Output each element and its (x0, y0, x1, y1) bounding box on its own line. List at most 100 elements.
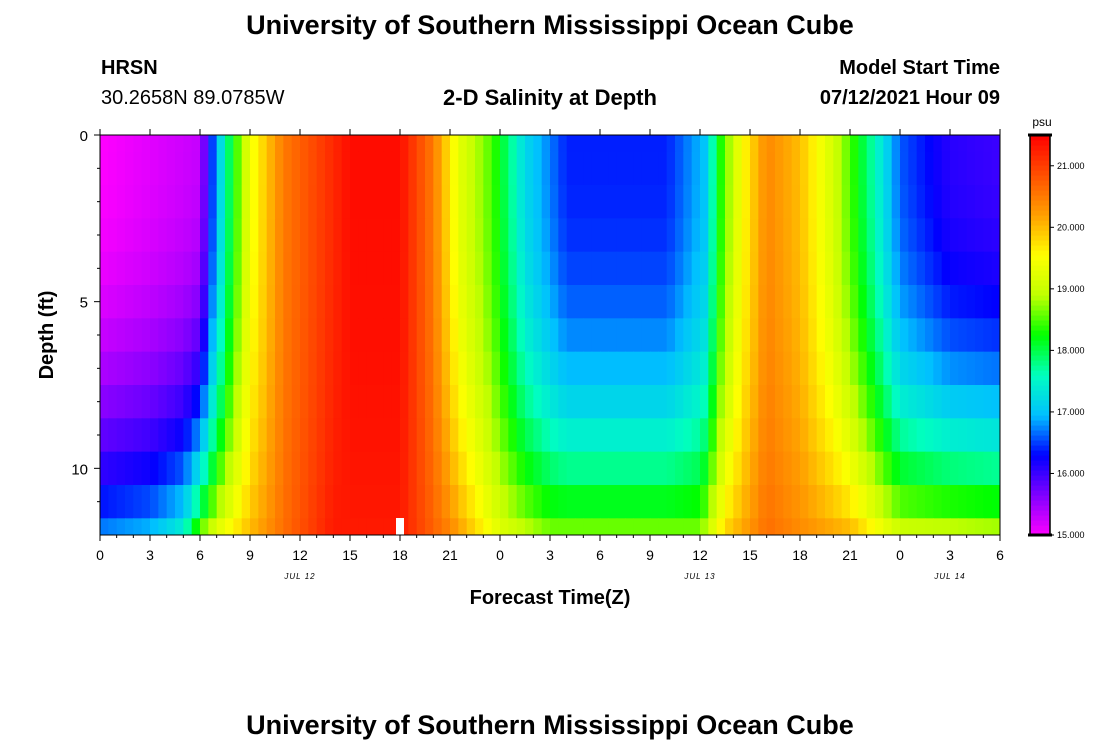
heatmap-cell (716, 135, 726, 153)
heatmap-cell (983, 185, 993, 219)
heatmap-cell (300, 485, 309, 519)
heatmap-cell (425, 135, 434, 153)
heatmap-cell (408, 451, 418, 486)
heatmap-cell (800, 251, 809, 286)
heatmap-cell (858, 418, 868, 453)
heatmap-cell (158, 285, 168, 319)
forecast-marker (396, 518, 404, 535)
heatmap-cell (933, 351, 943, 386)
heatmap-cell (358, 251, 368, 286)
heatmap-cell (808, 485, 818, 519)
heatmap-cell (341, 451, 351, 486)
heatmap-cell (341, 251, 351, 286)
heatmap-cell (600, 251, 609, 286)
heatmap-cell (975, 418, 984, 453)
heatmap-cell (158, 351, 168, 386)
heatmap-cell (450, 135, 459, 153)
heatmap-cell (858, 135, 868, 153)
heatmap-cell (250, 418, 259, 453)
heatmap-cell (508, 351, 518, 386)
heatmap-cell (400, 151, 409, 186)
heatmap-cell (200, 351, 209, 386)
heatmap-cell (583, 218, 593, 253)
colorbar-segment (1030, 390, 1050, 396)
heatmap-cell (525, 285, 534, 319)
heatmap-cell (691, 285, 701, 319)
x-tick-label: 6 (196, 547, 204, 563)
heatmap-cell (233, 351, 243, 386)
heatmap-cell (441, 418, 451, 453)
heatmap-cell (158, 135, 168, 153)
heatmap-cell (250, 451, 259, 486)
heatmap-cell (283, 285, 293, 319)
heatmap-cell (716, 251, 726, 286)
heatmap-cell (666, 451, 676, 486)
heatmap-cell (758, 385, 768, 419)
heatmap-cell (258, 485, 268, 519)
heatmap-cell (250, 185, 259, 219)
heatmap-cell (583, 485, 593, 519)
heatmap-cell (916, 285, 926, 319)
heatmap-cell (350, 485, 359, 519)
heatmap-cell (300, 185, 309, 219)
heatmap-cell (225, 135, 234, 153)
x-tick-label: 3 (946, 547, 954, 563)
heatmap-cell (733, 318, 743, 353)
heatmap-cell (991, 251, 1000, 286)
heatmap-cell (875, 218, 884, 253)
heatmap-cell (383, 185, 393, 219)
heatmap-cell (166, 385, 176, 419)
heatmap-cell (525, 351, 534, 386)
heatmap-cell (783, 285, 793, 319)
heatmap-cell (800, 451, 809, 486)
heatmap-cell (366, 151, 376, 186)
colorbar-segment (1030, 175, 1050, 181)
heatmap-cell (308, 135, 318, 153)
heatmap-cell (108, 451, 118, 486)
heatmap-cell (616, 485, 626, 519)
heatmap-cell (683, 185, 693, 219)
heatmap-cell (875, 385, 884, 419)
heatmap-cell (925, 485, 934, 519)
heatmap-cell (908, 318, 918, 353)
heatmap-cell (191, 485, 201, 519)
heatmap-cell (691, 251, 701, 286)
heatmap-cell (591, 418, 601, 453)
heatmap-cell (766, 451, 776, 486)
heatmap-cell (583, 251, 593, 286)
colorbar-segment (1030, 525, 1050, 531)
heatmap-cell (216, 151, 226, 186)
heatmap-cell (650, 451, 659, 486)
heatmap-cell (566, 418, 576, 453)
heatmap-cell (608, 385, 618, 419)
heatmap-cell (850, 385, 859, 419)
x-tick-label: 9 (646, 547, 654, 563)
heatmap-cell (691, 318, 701, 353)
heatmap-cell (583, 151, 593, 186)
heatmap-cell (775, 351, 784, 386)
colorbar-segment (1030, 435, 1050, 441)
heatmap-cell (400, 485, 409, 519)
heatmap-cell (525, 385, 534, 419)
heatmap-cell (650, 135, 659, 153)
heatmap-cell (575, 285, 584, 319)
heatmap-cell (250, 351, 259, 386)
heatmap-cell (675, 135, 684, 153)
heatmap-cell (950, 418, 959, 453)
heatmap-cell (741, 351, 751, 386)
heatmap-cell (933, 135, 943, 153)
heatmap-cell (950, 218, 959, 253)
heatmap-cell (441, 518, 451, 535)
heatmap-cell (408, 351, 418, 386)
colorbar-segment (1030, 170, 1050, 176)
heatmap-cell (508, 385, 518, 419)
colorbar-segment (1030, 140, 1050, 146)
heatmap-cell (566, 318, 576, 353)
heatmap-cell (766, 418, 776, 453)
heatmap-cell (775, 451, 784, 486)
heatmap-cell (825, 285, 834, 319)
heatmap-cell (783, 318, 793, 353)
heatmap-cell (775, 418, 784, 453)
heatmap-cell (800, 185, 809, 219)
